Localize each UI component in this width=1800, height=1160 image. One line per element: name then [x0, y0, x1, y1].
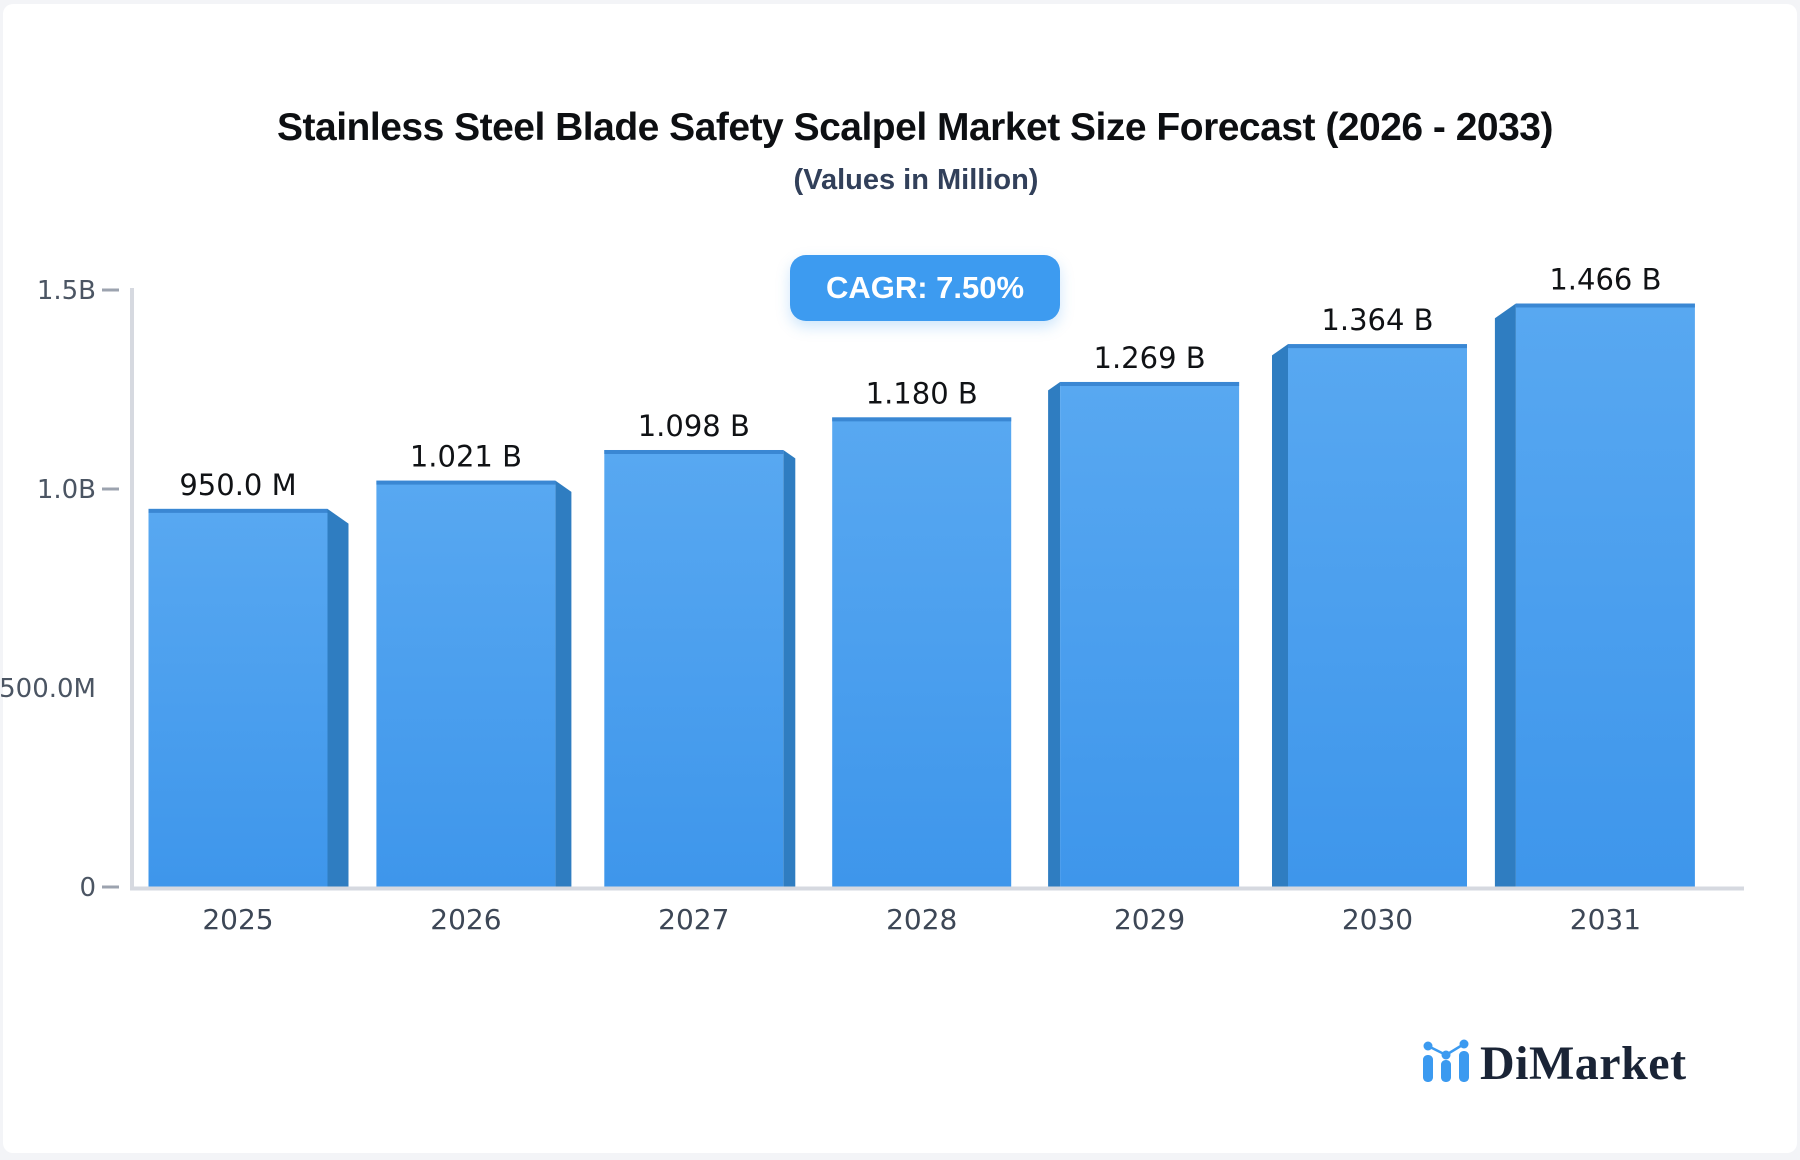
value-label-2025: 950.0 M [179, 468, 296, 502]
mini-bar-chart-icon [1423, 1039, 1469, 1082]
value-label-2026: 1.021 B [410, 440, 522, 474]
value-label-2031: 1.466 B [1549, 263, 1661, 297]
value-label-2027: 1.098 B [638, 409, 750, 443]
value-label-2028: 1.180 B [866, 376, 978, 410]
bar-side-face-2029 [1048, 381, 1061, 887]
logo-dot-1 [1423, 1041, 1433, 1051]
y-tick-label-1.5B: 1.5B [37, 276, 96, 306]
year-label-2029: 2029 [1114, 903, 1185, 936]
chart-subtitle: (Values in Million) [793, 164, 1039, 196]
bar-2026 [376, 480, 556, 887]
bar-side-face-2031 [1494, 303, 1516, 888]
logo-bar-2 [1441, 1060, 1451, 1082]
bar-side-face-2026 [555, 480, 572, 887]
cagr-badge-label: CAGR: 7.50% [825, 270, 1025, 305]
year-label-2031: 2031 [1570, 903, 1641, 936]
year-label-2027: 2027 [658, 903, 729, 936]
dimarket-logo: DiMarket [1420, 1038, 1687, 1088]
logo-bar-3 [1459, 1051, 1469, 1082]
year-label-2028: 2028 [886, 903, 957, 936]
chart-title: Stainless Steel Blade Safety Scalpel Mar… [277, 106, 1553, 149]
year-label-2026: 2026 [430, 903, 501, 936]
value-label-2029: 1.269 B [1094, 341, 1206, 375]
bar-side-face-2030 [1272, 344, 1288, 887]
logo-dot-2 [1441, 1050, 1451, 1060]
y-tick-label-0: 0 [79, 873, 96, 903]
bar-2027 [604, 449, 784, 887]
bar-2029 [1060, 381, 1240, 887]
bar-side-face-2025 [327, 508, 349, 887]
year-label-2030: 2030 [1342, 903, 1413, 936]
bar-2030 [1288, 344, 1467, 887]
value-label-2030: 1.364 B [1321, 303, 1433, 337]
bar-side-face-2027 [783, 449, 796, 887]
logo-bar-1 [1423, 1055, 1433, 1082]
y-tick-label-1.0B: 1.0B [37, 475, 96, 505]
dimarket-logo-text: DiMarket [1480, 1037, 1687, 1090]
bar-2028 [832, 417, 1012, 887]
cagr-badge: CAGR: 7.50% [790, 255, 1060, 321]
bar-2031 [1515, 303, 1695, 888]
logo-dot-3 [1459, 1039, 1469, 1049]
y-tick-label-500.0M: 500.0M [0, 674, 96, 704]
year-label-2025: 2025 [202, 903, 273, 936]
bar-2025 [148, 508, 328, 887]
